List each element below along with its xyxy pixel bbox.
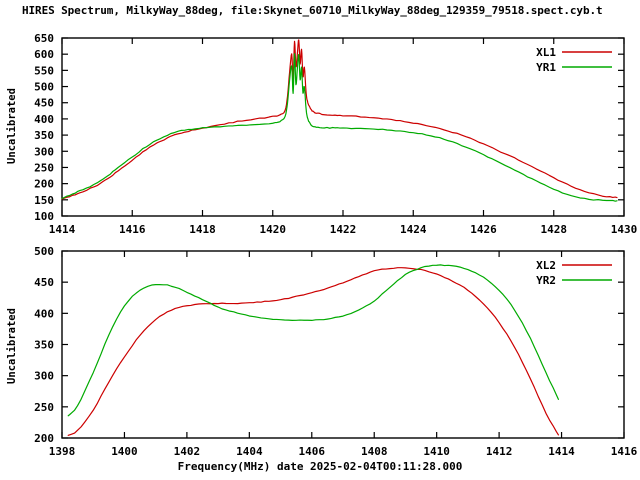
x-tick-label: 1416: [611, 445, 638, 458]
x-tick-label: 1404: [236, 445, 263, 458]
y-tick-label: 200: [34, 432, 54, 445]
y-tick-label: 450: [34, 97, 54, 110]
x-tick-label: 1398: [49, 445, 76, 458]
x-tick-label: 1410: [423, 445, 450, 458]
x-tick-label: 1430: [611, 223, 638, 236]
legend-label-xl1: XL1: [536, 46, 556, 59]
y-tick-label: 350: [34, 129, 54, 142]
y-tick-label: 500: [34, 245, 54, 258]
x-tick-label: 1416: [119, 223, 146, 236]
y-tick-label: 500: [34, 81, 54, 94]
x-tick-label: 1402: [174, 445, 201, 458]
y-tick-label: 250: [34, 401, 54, 414]
series-line-xl1: [61, 39, 618, 200]
y-tick-label: 600: [34, 48, 54, 61]
top-panel: Uncalibrated 1414 1416 1418 1420 1422 1424 142…: [6, 32, 638, 236]
series-line-yr1: [61, 53, 618, 202]
y-tick-label: 450: [34, 276, 54, 289]
y-tick-label: 200: [34, 178, 54, 191]
legend-label-yr2: YR2: [536, 274, 556, 287]
legend-label-yr1: YR1: [536, 61, 556, 74]
series-line-xl2: [67, 267, 560, 436]
legend-label-xl2: XL2: [536, 259, 556, 272]
plot-title: HIRES Spectrum, MilkyWay_88deg, file:Sky…: [22, 4, 603, 17]
top-panel-canvas: 1414 1416 1418 1420 1422 1424 1426 1428 1430 100 1…: [34, 32, 638, 236]
x-axis-label: Frequency(MHz) date 2025-02-04T00:11:28.…: [177, 460, 463, 473]
x-tick-label: 1406: [299, 445, 326, 458]
y-tick-label: 100: [34, 210, 54, 223]
x-tick-label: 1422: [330, 223, 357, 236]
y-tick-label: 550: [34, 64, 54, 77]
y-tick-label: 150: [34, 194, 54, 207]
y-tick-label: 400: [34, 307, 54, 320]
x-tick-label: 1414: [548, 445, 575, 458]
y-tick-label: 650: [34, 32, 54, 45]
x-tick-label: 1426: [470, 223, 497, 236]
y-tick-label: 300: [34, 145, 54, 158]
y-tick-label: 250: [34, 161, 54, 174]
series-line-yr2: [67, 264, 560, 417]
x-tick-label: 1408: [361, 445, 388, 458]
y-tick-label: 350: [34, 339, 54, 352]
x-tick-label: 1414: [49, 223, 76, 236]
x-tick-label: 1428: [541, 223, 568, 236]
y-tick-label: 300: [34, 370, 54, 383]
x-tick-label: 1420: [260, 223, 287, 236]
x-tick-label: 1400: [111, 445, 138, 458]
x-tick-label: 1418: [189, 223, 216, 236]
x-tick-label: 1412: [486, 445, 513, 458]
x-tick-label: 1424: [400, 223, 427, 236]
y-tick-label: 400: [34, 113, 54, 126]
